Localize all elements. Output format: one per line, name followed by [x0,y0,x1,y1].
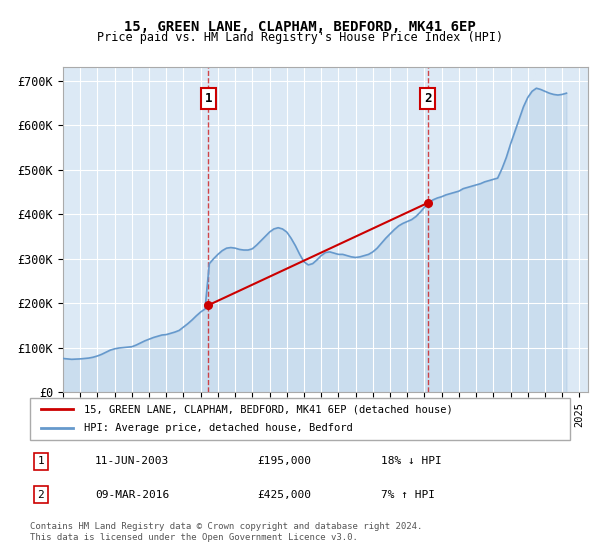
Text: Contains HM Land Registry data © Crown copyright and database right 2024.: Contains HM Land Registry data © Crown c… [30,522,422,531]
Point [203,301,213,310]
Text: 7% ↑ HPI: 7% ↑ HPI [381,490,435,500]
FancyBboxPatch shape [30,398,570,440]
Text: 18% ↓ HPI: 18% ↓ HPI [381,456,442,466]
Text: 2: 2 [424,92,431,105]
Text: HPI: Average price, detached house, Bedford: HPI: Average price, detached house, Bedf… [84,423,353,433]
Text: 1: 1 [205,92,212,105]
Text: 2: 2 [37,490,44,500]
Point [423,198,433,207]
Text: Price paid vs. HM Land Registry's House Price Index (HPI): Price paid vs. HM Land Registry's House … [97,31,503,44]
Text: 15, GREEN LANE, CLAPHAM, BEDFORD, MK41 6EP (detached house): 15, GREEN LANE, CLAPHAM, BEDFORD, MK41 6… [84,404,453,414]
Text: 15, GREEN LANE, CLAPHAM, BEDFORD, MK41 6EP: 15, GREEN LANE, CLAPHAM, BEDFORD, MK41 6… [124,20,476,34]
Text: £195,000: £195,000 [257,456,311,466]
Text: 09-MAR-2016: 09-MAR-2016 [95,490,169,500]
Text: 11-JUN-2003: 11-JUN-2003 [95,456,169,466]
Text: 1: 1 [37,456,44,466]
Text: £425,000: £425,000 [257,490,311,500]
Text: This data is licensed under the Open Government Licence v3.0.: This data is licensed under the Open Gov… [30,533,358,543]
